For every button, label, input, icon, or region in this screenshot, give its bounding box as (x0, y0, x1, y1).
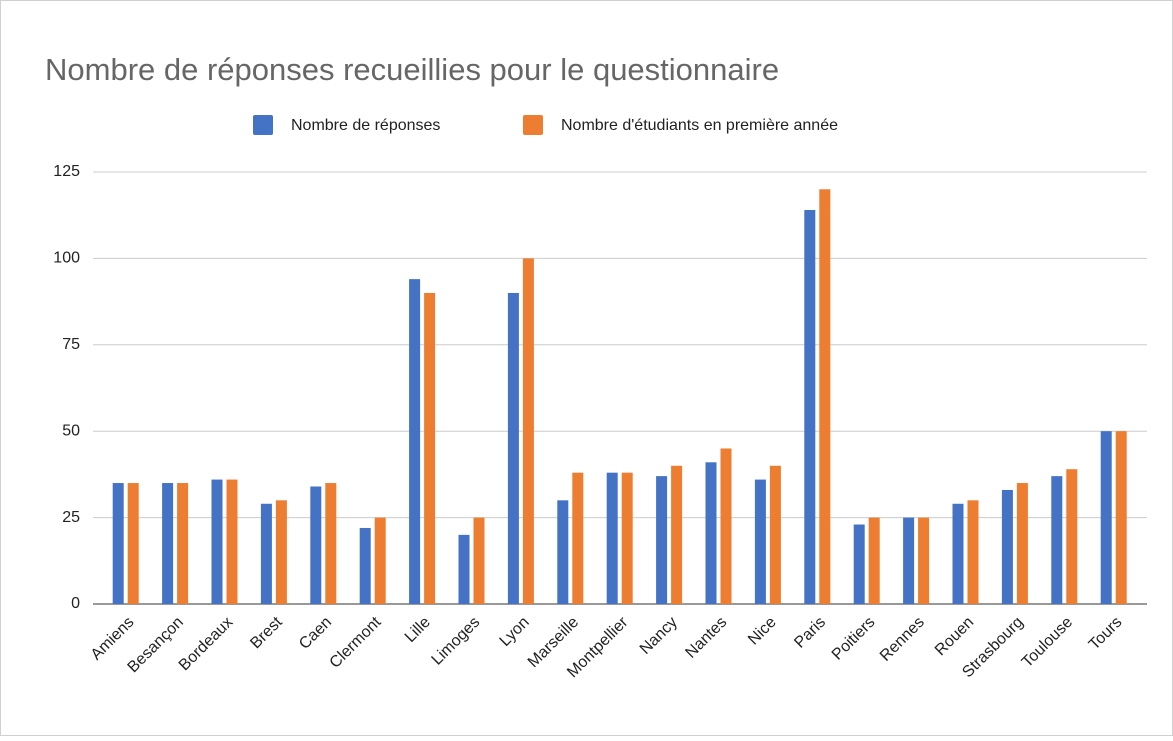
bar (359, 527, 371, 604)
bar (458, 534, 470, 604)
y-tick-label: 50 (62, 422, 80, 439)
bar (409, 279, 421, 604)
bar (127, 483, 139, 604)
legend-swatch (523, 115, 543, 135)
bar (903, 517, 915, 604)
y-tick-label: 75 (62, 336, 80, 353)
bar (572, 472, 584, 604)
bar (868, 517, 880, 604)
bar (918, 517, 930, 604)
bar (424, 292, 436, 604)
bar (1051, 476, 1063, 604)
bar (177, 483, 189, 604)
bar (720, 448, 732, 604)
bar (1115, 431, 1127, 604)
bar (769, 465, 781, 604)
bar (211, 479, 223, 604)
bar (275, 500, 287, 604)
bar (522, 258, 534, 604)
bar (374, 517, 386, 604)
y-tick-label: 100 (53, 250, 80, 267)
bar (621, 472, 633, 604)
bar (260, 503, 272, 604)
bar (606, 472, 618, 604)
bar (325, 483, 337, 604)
bar (507, 292, 519, 604)
bar (819, 189, 831, 604)
bar (473, 517, 485, 604)
bar (1100, 431, 1112, 604)
y-tick-label: 125 (53, 163, 80, 180)
bar (1016, 483, 1028, 604)
bar (853, 524, 865, 604)
bar (1066, 469, 1078, 604)
chart-title: Nombre de réponses recueillies pour le q… (45, 52, 779, 87)
legend-label: Nombre de réponses (291, 117, 440, 134)
legend-label: Nombre d'étudiants en première année (561, 117, 838, 134)
legend-swatch (253, 115, 273, 135)
bar (226, 479, 238, 604)
bar (557, 500, 569, 604)
bar (671, 465, 683, 604)
bar (804, 210, 816, 605)
bar (967, 500, 979, 604)
bar (310, 486, 322, 604)
bar (656, 476, 668, 604)
bar (162, 483, 174, 604)
y-tick-label: 0 (71, 595, 80, 612)
bar (952, 503, 964, 604)
bar (1001, 489, 1013, 604)
bar (112, 483, 124, 604)
bar (754, 479, 766, 604)
y-tick-label: 25 (62, 509, 80, 526)
bar (705, 462, 717, 604)
